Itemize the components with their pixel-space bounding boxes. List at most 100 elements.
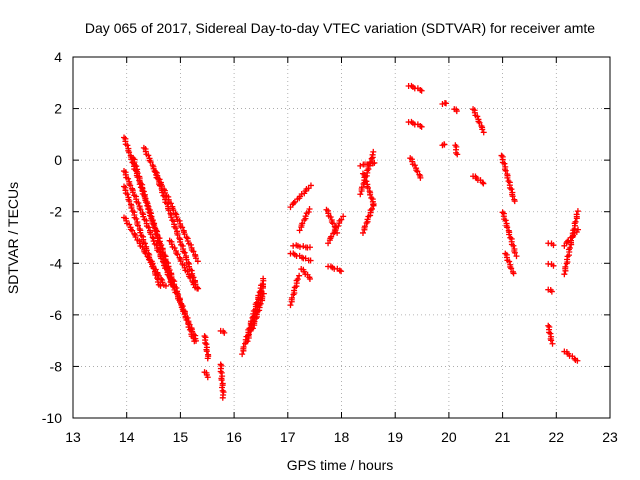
- data-point: [453, 108, 460, 115]
- x-tick-label: 19: [387, 429, 403, 445]
- data-point: [134, 170, 141, 177]
- series-track-26: [357, 159, 378, 169]
- data-point: [162, 282, 169, 289]
- data-point: [157, 282, 164, 289]
- data-point: [203, 348, 210, 355]
- data-point: [257, 300, 264, 307]
- data-point: [562, 263, 569, 270]
- data-point: [359, 229, 366, 236]
- data-point: [338, 216, 345, 223]
- data-point: [192, 337, 199, 344]
- data-point: [480, 180, 487, 187]
- data-point: [504, 224, 511, 231]
- series-track-30: [405, 118, 425, 130]
- data-point: [174, 290, 181, 297]
- data-point: [245, 331, 252, 338]
- data-point: [573, 211, 580, 218]
- series-track-23: [325, 213, 347, 247]
- data-point: [240, 344, 247, 351]
- data-point: [126, 198, 133, 205]
- series-track-10: [201, 369, 211, 381]
- data-point: [130, 155, 137, 162]
- series-track-45: [561, 208, 581, 278]
- data-point: [156, 182, 163, 189]
- data-point: [507, 234, 514, 241]
- data-point: [145, 224, 152, 231]
- data-point: [169, 282, 176, 289]
- data-point: [174, 251, 181, 258]
- data-point: [155, 272, 162, 279]
- data-point: [296, 243, 303, 250]
- x-tick-label: 13: [65, 429, 81, 445]
- series-track-46: [561, 226, 582, 249]
- data-point: [357, 191, 364, 198]
- data-point: [128, 204, 135, 211]
- data-point: [479, 179, 486, 186]
- x-tick-label: 14: [119, 429, 135, 445]
- data-point: [136, 177, 143, 184]
- data-point: [165, 271, 172, 278]
- series-track-31: [407, 155, 424, 181]
- data-point: [140, 188, 147, 195]
- series-track-29: [405, 82, 425, 94]
- data-point: [411, 162, 418, 169]
- y-tick-labels: -10 -8 -6 -4 -2 0 2 4: [42, 49, 62, 426]
- series-track-15: [249, 290, 267, 332]
- data-point: [124, 191, 131, 198]
- data-point: [505, 178, 512, 185]
- data-point: [575, 226, 582, 233]
- data-point: [155, 175, 162, 182]
- x-tick-label: 15: [173, 429, 189, 445]
- data-point: [306, 205, 313, 212]
- series-track-21: [298, 266, 313, 282]
- series-track-34: [451, 106, 460, 115]
- data-point: [504, 174, 511, 181]
- data-point: [219, 384, 226, 391]
- data-point: [296, 272, 303, 279]
- data-point: [163, 200, 170, 207]
- data-point: [133, 215, 140, 222]
- data-point: [186, 321, 193, 328]
- data-point: [185, 259, 192, 266]
- data-point: [163, 264, 170, 271]
- data-point: [363, 220, 370, 227]
- x-tick-label: 17: [280, 429, 296, 445]
- data-point: [187, 274, 194, 281]
- data-point: [331, 226, 338, 233]
- data-point: [454, 151, 461, 158]
- data-point: [145, 152, 152, 159]
- data-point: [139, 243, 146, 250]
- data-point: [204, 374, 211, 381]
- data-point: [159, 253, 166, 260]
- data-point: [194, 285, 201, 292]
- data-point: [418, 87, 425, 94]
- data-point: [367, 207, 374, 214]
- data-point: [364, 184, 371, 191]
- y-axis-label: SDTVAR / TECUs: [5, 182, 21, 294]
- data-point: [363, 178, 370, 185]
- data-point: [443, 100, 450, 107]
- series-track-41: [545, 240, 557, 249]
- data-point: [370, 148, 377, 155]
- data-point: [548, 337, 555, 344]
- series-track-20: [296, 205, 313, 234]
- data-point: [142, 250, 149, 257]
- series-track-04: [130, 155, 176, 289]
- data-point: [239, 351, 246, 358]
- data-point: [510, 242, 517, 249]
- data-point: [184, 268, 191, 275]
- data-points: [121, 82, 582, 401]
- series-track-08: [166, 237, 201, 292]
- data-point: [171, 245, 178, 252]
- data-point: [260, 290, 267, 297]
- data-point: [183, 256, 190, 263]
- series-track-12: [217, 361, 227, 401]
- data-point: [181, 249, 188, 256]
- data-point: [365, 166, 372, 173]
- data-point: [184, 314, 191, 321]
- chart-title: Day 065 of 2017, Sidereal Day-to-day VTE…: [85, 20, 595, 36]
- data-point: [550, 242, 557, 249]
- x-tick-label: 23: [602, 429, 618, 445]
- data-point: [549, 340, 556, 347]
- data-point: [547, 330, 554, 337]
